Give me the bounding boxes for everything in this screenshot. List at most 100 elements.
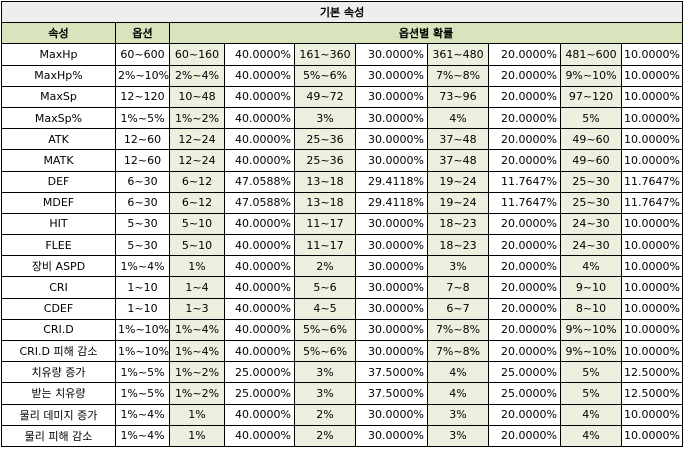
probability-cell[interactable]: 25.0000% <box>488 361 561 384</box>
option-cell[interactable]: 6~30 <box>115 191 170 214</box>
header-prob[interactable]: 옵션별 확률 <box>168 22 684 45</box>
range-cell[interactable]: 6~12 <box>169 170 225 193</box>
probability-cell[interactable]: 10.0000% <box>620 64 684 87</box>
probability-cell[interactable]: 10.0000% <box>620 403 684 426</box>
range-cell[interactable]: 3% <box>427 424 489 447</box>
probability-cell[interactable]: 40.0000% <box>224 43 295 66</box>
probability-cell[interactable]: 10.0000% <box>620 234 684 257</box>
probability-cell[interactable]: 20.0000% <box>488 297 561 320</box>
probability-cell[interactable]: 30.0000% <box>355 424 428 447</box>
attr-cell[interactable]: CRI <box>1 276 116 299</box>
attr-cell[interactable]: ATK <box>1 128 116 151</box>
probability-cell[interactable]: 11.7647% <box>620 170 684 193</box>
attr-cell[interactable]: 치유량 증가 <box>1 361 116 384</box>
probability-cell[interactable]: 12.5000% <box>620 382 684 405</box>
probability-cell[interactable]: 40.0000% <box>224 149 295 172</box>
range-cell[interactable]: 5%~6% <box>294 64 356 87</box>
range-cell[interactable]: 4~5 <box>294 297 356 320</box>
probability-cell[interactable]: 40.0000% <box>224 318 295 342</box>
range-cell[interactable]: 481~600 <box>560 43 622 66</box>
range-cell[interactable]: 8~10 <box>560 297 622 320</box>
range-cell[interactable]: 1%~2% <box>169 106 225 130</box>
range-cell[interactable]: 1%~4% <box>169 318 225 342</box>
probability-cell[interactable]: 30.0000% <box>355 255 428 278</box>
attr-cell[interactable]: 물리 피해 감소 <box>1 424 116 447</box>
range-cell[interactable]: 7%~8% <box>427 318 489 342</box>
probability-cell[interactable]: 25.0000% <box>224 361 295 384</box>
option-cell[interactable]: 12~120 <box>115 85 170 108</box>
range-cell[interactable]: 7%~8% <box>427 339 489 363</box>
attr-cell[interactable]: MaxHp% <box>1 64 116 87</box>
probability-cell[interactable]: 20.0000% <box>488 128 561 151</box>
range-cell[interactable]: 13~18 <box>294 170 356 193</box>
probability-cell[interactable]: 20.0000% <box>488 234 561 257</box>
header-attr[interactable]: 속성 <box>1 22 116 45</box>
option-cell[interactable]: 1%~4% <box>115 424 170 447</box>
probability-cell[interactable]: 10.0000% <box>620 43 684 66</box>
range-cell[interactable]: 1~3 <box>169 297 225 320</box>
range-cell[interactable]: 3% <box>427 255 489 278</box>
probability-cell[interactable]: 10.0000% <box>620 149 684 172</box>
probability-cell[interactable]: 40.0000% <box>224 297 295 320</box>
probability-cell[interactable]: 20.0000% <box>488 149 561 172</box>
probability-cell[interactable]: 20.0000% <box>488 339 561 363</box>
range-cell[interactable]: 18~23 <box>427 234 489 257</box>
probability-cell[interactable]: 37.5000% <box>355 361 428 384</box>
attr-cell[interactable]: MDEF <box>1 191 116 214</box>
range-cell[interactable]: 1% <box>169 403 225 426</box>
attr-cell[interactable]: MaxSp% <box>1 106 116 130</box>
range-cell[interactable]: 60~160 <box>169 43 225 66</box>
range-cell[interactable]: 5% <box>560 382 622 405</box>
range-cell[interactable]: 13~18 <box>294 191 356 214</box>
probability-cell[interactable]: 30.0000% <box>355 128 428 151</box>
range-cell[interactable]: 12~24 <box>169 128 225 151</box>
option-cell[interactable]: 5~30 <box>115 212 170 236</box>
range-cell[interactable]: 4% <box>427 106 489 130</box>
attr-cell[interactable]: 받는 치유량 <box>1 382 116 405</box>
probability-cell[interactable]: 40.0000% <box>224 234 295 257</box>
probability-cell[interactable]: 40.0000% <box>224 403 295 426</box>
range-cell[interactable]: 5% <box>560 106 622 130</box>
range-cell[interactable]: 9~10 <box>560 276 622 299</box>
attr-cell[interactable]: 장비 ASPD <box>1 255 116 278</box>
probability-cell[interactable]: 12.5000% <box>620 361 684 384</box>
probability-cell[interactable]: 30.0000% <box>355 43 428 66</box>
range-cell[interactable]: 5% <box>560 361 622 384</box>
range-cell[interactable]: 12~24 <box>169 149 225 172</box>
range-cell[interactable]: 3% <box>294 106 356 130</box>
probability-cell[interactable]: 10.0000% <box>620 128 684 151</box>
range-cell[interactable]: 9%~10% <box>560 339 622 363</box>
probability-cell[interactable]: 20.0000% <box>488 43 561 66</box>
range-cell[interactable]: 7%~8% <box>427 64 489 87</box>
range-cell[interactable]: 25~30 <box>560 170 622 193</box>
range-cell[interactable]: 37~48 <box>427 128 489 151</box>
range-cell[interactable]: 6~12 <box>169 191 225 214</box>
probability-cell[interactable]: 40.0000% <box>224 106 295 130</box>
range-cell[interactable]: 2% <box>294 255 356 278</box>
probability-cell[interactable]: 30.0000% <box>355 318 428 342</box>
option-cell[interactable]: 1%~5% <box>115 382 170 405</box>
probability-cell[interactable]: 10.0000% <box>620 424 684 447</box>
probability-cell[interactable]: 30.0000% <box>355 149 428 172</box>
option-cell[interactable]: 1%~4% <box>115 403 170 426</box>
range-cell[interactable]: 25~36 <box>294 149 356 172</box>
range-cell[interactable]: 5%~6% <box>294 318 356 342</box>
range-cell[interactable]: 161~360 <box>294 43 356 66</box>
probability-cell[interactable]: 40.0000% <box>224 424 295 447</box>
range-cell[interactable]: 97~120 <box>560 85 622 108</box>
probability-cell[interactable]: 10.0000% <box>620 339 684 363</box>
probability-cell[interactable]: 29.4118% <box>355 170 428 193</box>
probability-cell[interactable]: 40.0000% <box>224 276 295 299</box>
range-cell[interactable]: 5~10 <box>169 234 225 257</box>
probability-cell[interactable]: 10.0000% <box>620 318 684 342</box>
range-cell[interactable]: 3% <box>294 382 356 405</box>
range-cell[interactable]: 25~36 <box>294 128 356 151</box>
option-cell[interactable]: 5~30 <box>115 234 170 257</box>
table-title[interactable]: 기본 속성 <box>0 0 684 24</box>
attr-cell[interactable]: MaxHp <box>1 43 116 66</box>
option-cell[interactable]: 1%~10% <box>115 339 170 363</box>
probability-cell[interactable]: 30.0000% <box>355 403 428 426</box>
probability-cell[interactable]: 47.0588% <box>224 170 295 193</box>
range-cell[interactable]: 9%~10% <box>560 318 622 342</box>
probability-cell[interactable]: 11.7647% <box>488 170 561 193</box>
